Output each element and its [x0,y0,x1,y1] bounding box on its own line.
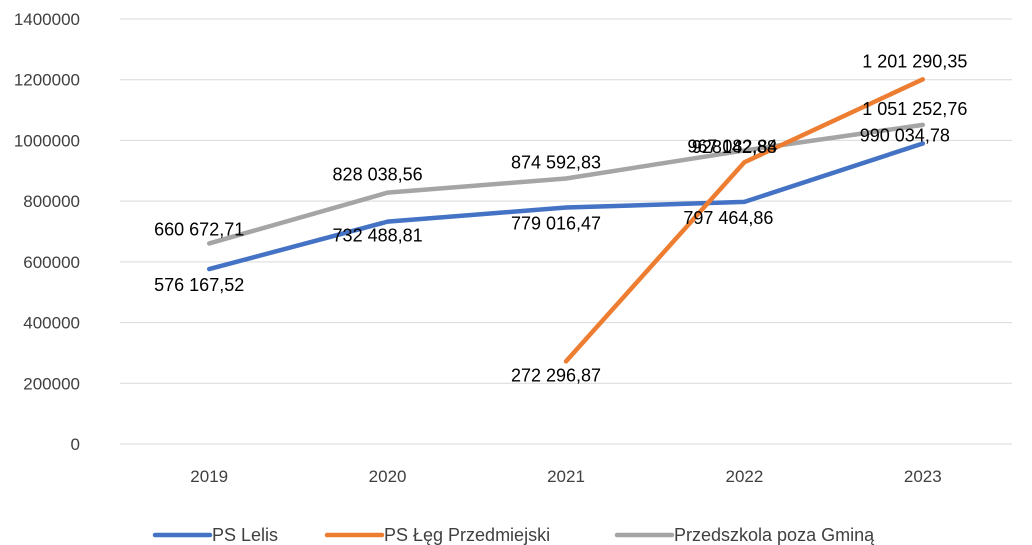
x-tick-label: 2023 [904,467,942,486]
data-label: 576 167,52 [154,275,244,295]
data-label: 990 034,78 [860,125,950,145]
x-tick-label: 2019 [190,467,228,486]
x-tick-label: 2021 [547,467,585,486]
gridlines [120,18,1012,445]
data-label: 1 201 290,35 [862,51,967,71]
data-label: 928142,88 [692,137,777,157]
data-label: 732 488,81 [333,226,423,246]
legend-item: PS Łęg Przedmiejski [324,525,550,545]
legend: PS Lelis PS Łęg Przedmiejski Przedszkola p… [152,525,875,545]
x-tick-label: 2022 [725,467,763,486]
data-label: 967 082,84 [687,136,777,156]
y-tick-label: 800000 [23,192,80,211]
data-labels: 576 167,52 732 488,81 779 016,47 797 464,86… [154,51,967,385]
y-tick-label: 1000000 [14,131,80,150]
legend-label: PS Łęg Przedmiejski [384,525,550,545]
y-axis-tick-labels: 0 200000 400000 600000 800000 1000000 1200000 1… [14,10,80,454]
series-line [206,122,926,246]
data-label: 828 038,56 [333,165,423,185]
y-tick-label: 0 [71,435,80,454]
legend-label: Przedszkola poza Gminą [674,525,875,545]
data-label: 874 592,83 [511,152,601,172]
series-line [563,77,926,364]
legend-item: Przedszkola poza Gminą [614,525,875,545]
y-tick-label: 1400000 [14,10,80,29]
y-tick-label: 1200000 [14,71,80,90]
legend-label: PS Lelis [212,525,278,545]
series-lines [206,77,926,364]
x-axis-tick-labels: 2019 2020 2021 2022 2023 [190,467,941,486]
y-tick-label: 400000 [23,314,80,333]
data-label: 797 464,86 [683,208,773,228]
data-label: 779 016,47 [511,214,601,234]
x-tick-label: 2020 [369,467,407,486]
series-line [206,141,926,272]
data-label: 1 051 252,76 [862,99,967,119]
y-tick-label: 600000 [23,253,80,272]
data-label: 272 296,87 [511,365,601,385]
legend-item: PS Lelis [152,525,278,545]
y-tick-label: 200000 [23,374,80,393]
data-label: 660 672,71 [154,219,244,239]
